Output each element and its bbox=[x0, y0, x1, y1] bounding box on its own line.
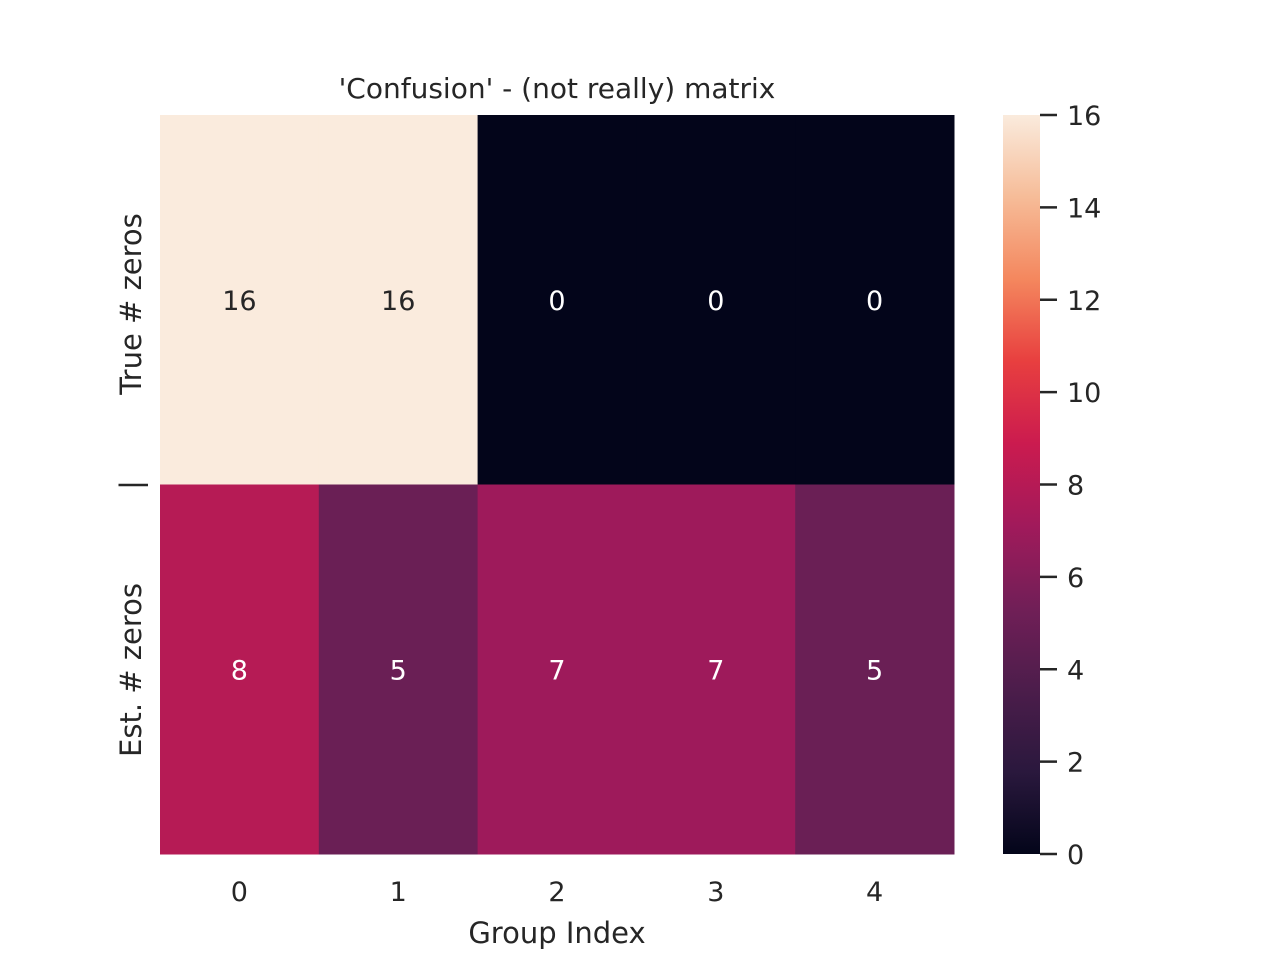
cell-value-label-r0-c1: 16 bbox=[381, 286, 415, 317]
colorbar-tick-label-2: 2 bbox=[1067, 748, 1084, 779]
heatmap-cell-r0-c2 bbox=[477, 115, 637, 485]
colorbar-ticks: 0 2 4 6 8 10 12 14 16 bbox=[1040, 101, 1101, 871]
colorbar-tick-label-12: 12 bbox=[1067, 286, 1101, 317]
x-tick-label-3: 3 bbox=[707, 877, 724, 908]
colorbar-tick-label-6: 6 bbox=[1067, 563, 1084, 594]
colorbar-tick-label-0: 0 bbox=[1067, 840, 1084, 871]
colorbar-tick-label-4: 4 bbox=[1067, 655, 1084, 686]
cell-value-label-r0-c4: 0 bbox=[866, 286, 883, 317]
colorbar-tick-label-8: 8 bbox=[1067, 471, 1084, 502]
cell-value-label-r0-c2: 0 bbox=[548, 286, 565, 317]
colorbar-tick-label-16: 16 bbox=[1067, 101, 1101, 132]
x-tick-label-4: 4 bbox=[866, 877, 883, 908]
x-tick-labels: 0 1 2 3 4 bbox=[231, 877, 883, 908]
heatmap-cell-r1-c0 bbox=[160, 484, 320, 855]
x-tick-label-1: 1 bbox=[390, 877, 407, 908]
heatmap-cell-r1-c3 bbox=[636, 484, 796, 855]
heatmap-cell-r0-c1 bbox=[318, 115, 479, 485]
heatmap-cell-r0-c0 bbox=[160, 115, 320, 485]
cell-value-label-r0-c3: 0 bbox=[707, 286, 724, 317]
cell-value-label-r1-c2: 7 bbox=[548, 655, 565, 686]
colorbar-tick-label-14: 14 bbox=[1067, 193, 1101, 224]
heatmap-cell-r1-c2 bbox=[477, 484, 637, 855]
cell-value-label-r1-c3: 7 bbox=[707, 655, 724, 686]
heatmap-cells: 16 16 0 0 0 8 5 7 7 5 bbox=[160, 115, 955, 855]
x-tick-label-2: 2 bbox=[548, 877, 565, 908]
y-axis-label-true: True # zeros bbox=[114, 213, 148, 396]
colorbar bbox=[1003, 115, 1040, 854]
x-axis-label: Group Index bbox=[468, 916, 645, 950]
cell-value-label-r1-c0: 8 bbox=[231, 655, 248, 686]
cell-value-label-r0-c0: 16 bbox=[222, 286, 256, 317]
chart-title: 'Confusion' - (not really) matrix bbox=[339, 72, 776, 105]
heatmap-cell-r1-c1 bbox=[318, 484, 479, 855]
heatmap-cell-r0-c3 bbox=[636, 115, 796, 485]
y-axis-separator: | bbox=[114, 480, 148, 490]
colorbar-tick-label-10: 10 bbox=[1067, 378, 1101, 409]
heatmap-cell-r1-c4 bbox=[795, 484, 955, 855]
y-axis-label-est: Est. # zeros bbox=[114, 583, 148, 757]
cell-value-label-r1-c1: 5 bbox=[390, 655, 407, 686]
cell-value-label-r1-c4: 5 bbox=[866, 655, 883, 686]
x-tick-label-0: 0 bbox=[231, 877, 248, 908]
heatmap-cell-r0-c4 bbox=[795, 115, 955, 485]
